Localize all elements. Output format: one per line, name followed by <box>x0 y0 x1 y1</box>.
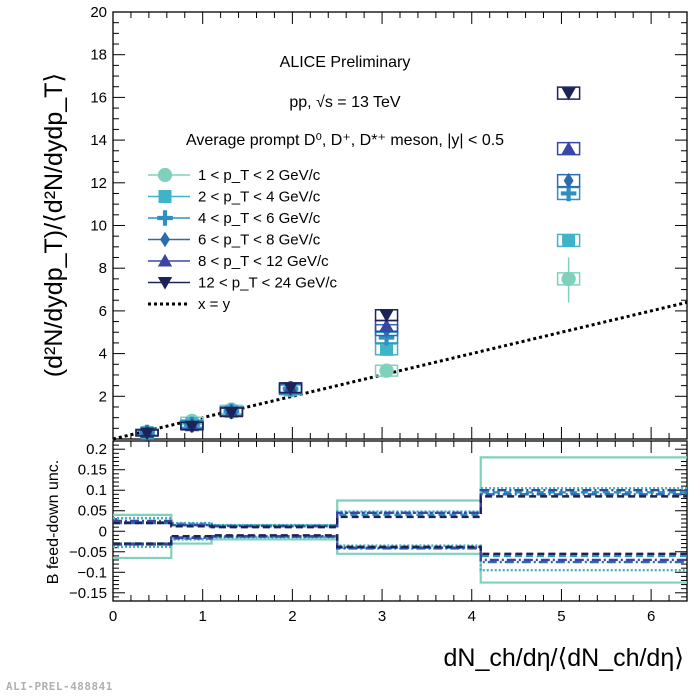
top-y-tick-label: 16 <box>90 89 107 106</box>
data-point <box>560 185 577 202</box>
legend-marker <box>160 231 170 248</box>
data-point <box>561 141 576 155</box>
x-axis-title: dN_ch/dη/⟨dN_ch/dη⟩ <box>444 644 685 672</box>
top-y-tick-label: 18 <box>90 47 107 64</box>
x-tick-label: 3 <box>378 608 386 625</box>
x-tick-label: 0 <box>109 608 117 625</box>
data-point <box>563 172 574 189</box>
data-point <box>379 318 394 332</box>
data-point <box>139 427 155 441</box>
feeddown-lower-line <box>113 534 687 556</box>
x-tick-label: 5 <box>557 608 565 625</box>
bottom-y-tick-label: 0 <box>99 523 107 540</box>
top-y-tick-label: 20 <box>90 4 107 21</box>
feeddown-upper-line <box>113 495 687 529</box>
bottom-panel-frame <box>112 440 688 602</box>
x-tick-label: 2 <box>288 608 296 625</box>
bottom-y-tick-label: 0.15 <box>78 462 107 479</box>
legend-marker <box>157 210 173 226</box>
legend: 1 < p_T < 2 GeV/c 2 < p_T < 4 GeV/c 4 < p_… <box>148 167 337 313</box>
bottom-y-tick-label: −0.1 <box>77 564 107 581</box>
x-tick-label: 1 <box>199 608 207 625</box>
top-y-tick-label: 10 <box>90 218 107 235</box>
bottom-y-tick-label: 0.1 <box>86 482 107 499</box>
feeddown-lower-line <box>113 538 687 584</box>
feeddown-upper-line <box>113 493 687 528</box>
legend-label: 1 < p_T < 2 GeV/c <box>198 167 321 184</box>
legend-label-diag: x = y <box>198 296 231 313</box>
legend-label: 4 < p_T < 6 GeV/c <box>198 210 321 227</box>
top-y-axis-title: (d²N/dydp_T)/⟨d²N/dydp_T⟩ <box>40 73 68 377</box>
data-point <box>561 87 576 101</box>
annotation-experiment: ALICE Preliminary <box>280 54 411 71</box>
data-point <box>380 342 394 356</box>
top-y-tick-label: 6 <box>99 303 107 320</box>
x-equals-y-line <box>112 300 688 441</box>
legend-marker <box>157 167 173 183</box>
data-point <box>379 309 394 323</box>
data-point <box>224 406 239 420</box>
top-y-tick-label: 8 <box>99 260 107 277</box>
bottom-y-tick-label: 0.05 <box>78 503 107 520</box>
legend-label: 12 < p_T < 24 GeV/c <box>198 275 337 292</box>
data-point <box>283 382 298 395</box>
legend-marker <box>157 253 173 267</box>
x-tick-label: 4 <box>468 608 476 625</box>
annotation-energy: pp, √s = 13 TeV <box>289 94 401 111</box>
data-point <box>379 363 394 378</box>
bottom-y-tick-label: −0.05 <box>69 544 107 561</box>
data-point <box>184 420 200 434</box>
legend-label: 8 < p_T < 12 GeV/c <box>198 253 329 270</box>
legend-label: 2 < p_T < 4 GeV/c <box>198 189 321 206</box>
legend-label: 6 < p_T < 8 GeV/c <box>198 232 321 249</box>
feeddown-lower-line <box>113 535 687 562</box>
legend-marker <box>157 277 173 290</box>
top-y-tick-label: 12 <box>90 175 107 192</box>
x-tick-label: 6 <box>647 608 655 625</box>
top-y-tick-label: 14 <box>90 132 107 149</box>
watermark: ALI-PREL-488841 <box>6 680 113 693</box>
bottom-y-tick-label: −0.15 <box>69 585 107 602</box>
legend-marker <box>158 190 172 203</box>
top-y-tick-label: 2 <box>99 388 107 405</box>
annotation-selection: Average prompt D⁰, D⁺, D*⁺ meson, |y| < … <box>186 132 504 149</box>
top-y-tick-label: 4 <box>99 346 107 363</box>
data-point <box>561 271 576 287</box>
bottom-y-tick-label: 0.2 <box>86 441 107 458</box>
bottom-y-axis-title: B feed-down unc. <box>45 460 62 585</box>
data-point <box>562 233 576 247</box>
